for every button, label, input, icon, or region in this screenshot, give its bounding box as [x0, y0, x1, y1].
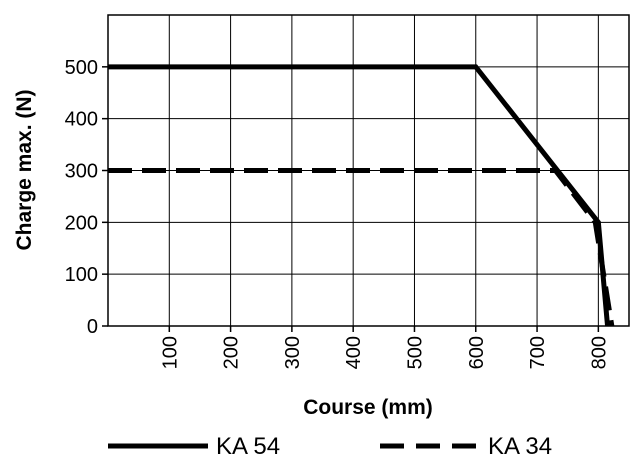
y-tick-label: 500 — [65, 57, 98, 79]
y-tick-labels: 0 100 200 300 400 500 — [65, 57, 108, 338]
y-tick-label: 100 — [65, 264, 98, 286]
x-tick-labels: 100 200 300 400 500 600 700 800 — [159, 326, 610, 369]
legend: KA 54 KA 34 — [108, 433, 552, 460]
legend-label: KA 54 — [216, 433, 280, 460]
x-axis-title: Course (mm) — [303, 396, 433, 419]
x-tick-label: 100 — [159, 336, 181, 369]
y-tick-label: 300 — [65, 161, 98, 183]
x-tick-label: 200 — [221, 336, 243, 369]
x-tick-label: 800 — [588, 336, 610, 369]
x-tick-label: 300 — [282, 336, 304, 369]
x-tick-label: 400 — [343, 336, 365, 369]
series-line-ka-34 — [108, 168, 615, 327]
x-tick-label: 600 — [466, 336, 488, 369]
y-tick-label: 400 — [65, 109, 98, 131]
x-tick-label: 700 — [527, 336, 549, 369]
legend-label: KA 34 — [488, 433, 552, 460]
series-lines — [108, 64, 615, 327]
x-tick-label: 500 — [404, 336, 426, 369]
series-line-ka-54 — [108, 64, 611, 327]
y-tick-label: 200 — [65, 212, 98, 234]
y-tick-label: 0 — [87, 316, 98, 338]
y-axis-title: Charge max. (N) — [13, 89, 36, 250]
